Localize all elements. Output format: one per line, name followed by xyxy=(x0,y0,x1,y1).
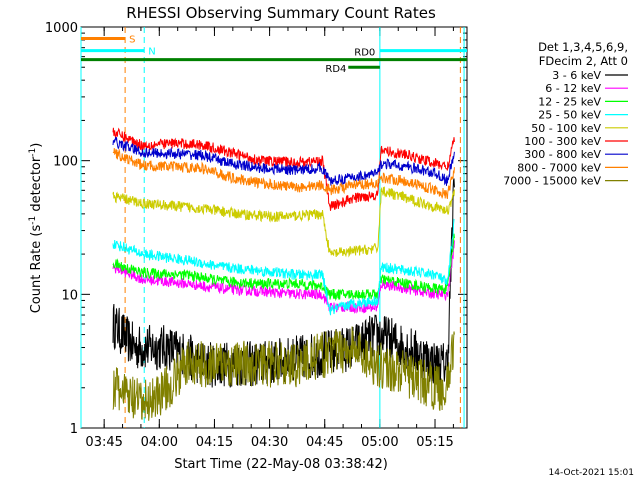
y-axis-label-mid: detector xyxy=(29,156,44,216)
legend-entry-label-3: 25 - 50 keV xyxy=(538,109,601,122)
legend-entry-label-7: 800 - 7000 keV xyxy=(517,161,601,174)
state-bar-label-RD4: RD4 xyxy=(325,64,346,75)
y-axis-label: Count Rate (s-1 detector-1) xyxy=(28,143,44,314)
y-tick-label-10: 10 xyxy=(61,288,78,303)
state-bar-label-S: S xyxy=(129,35,135,46)
legend-entry-label-1: 6 - 12 keV xyxy=(545,82,601,95)
x-tick-label-03:45: 03:45 xyxy=(85,435,122,450)
y-tick-label-1: 1 xyxy=(70,422,78,437)
x-axis: 03:45 04:00 04:15 04:30 04:45 05:00 05:15 xyxy=(85,27,454,450)
x-axis-label: Start Time (22-May-08 03:38:42) xyxy=(174,457,388,472)
y-axis-label-base: Count Rate (s xyxy=(29,225,44,314)
y-tick-label-100: 100 xyxy=(53,155,78,170)
x-tick-label-04:15: 04:15 xyxy=(196,435,233,450)
legend-header-line1: Det 1,3,4,5,6,9, xyxy=(538,40,628,54)
x-tick-label-04:00: 04:00 xyxy=(141,435,178,450)
series-line-7 xyxy=(112,148,455,200)
series-line-4 xyxy=(112,186,455,258)
legend-entry-label-2: 12 - 25 keV xyxy=(538,95,601,108)
series-line-6 xyxy=(112,137,455,186)
legend-entry-label-8: 7000 - 15000 keV xyxy=(503,175,601,188)
y-axis: 1 10 100 1000 xyxy=(45,21,467,437)
legend-entry-label-5: 100 - 300 keV xyxy=(524,135,601,148)
state-bar-label-RD0: RD0 xyxy=(354,48,375,59)
series-line-8 xyxy=(112,326,455,421)
x-tick-label-04:45: 04:45 xyxy=(306,435,343,450)
y-axis-label-end: ) xyxy=(29,143,44,148)
legend-entry-label-0: 3 - 6 keV xyxy=(552,69,601,82)
y-tick-label-1000: 1000 xyxy=(45,21,78,36)
x-tick-label-05:15: 05:15 xyxy=(416,435,453,450)
legend-header-line2: FDecim 2, Att 0 xyxy=(539,54,628,68)
legend-entry-label-6: 300 - 800 keV xyxy=(524,148,601,161)
chart-title: RHESSI Observing Summary Count Rates xyxy=(126,4,436,22)
y-axis-label-sup1: -1 xyxy=(28,216,38,225)
x-tick-label-05:00: 05:00 xyxy=(361,435,398,450)
footer-date: 14-Oct-2021 15:01 xyxy=(549,468,634,478)
series-line-5 xyxy=(112,127,455,211)
legend-entry-label-4: 50 - 100 keV xyxy=(531,122,601,135)
series-line-1 xyxy=(112,240,455,314)
series-line-2 xyxy=(112,233,455,302)
x-tick-label-04:30: 04:30 xyxy=(251,435,288,450)
y-axis-label-sup2: -1 xyxy=(28,148,38,157)
state-bar-label-N: N xyxy=(148,47,155,58)
series-line-3 xyxy=(112,218,455,316)
